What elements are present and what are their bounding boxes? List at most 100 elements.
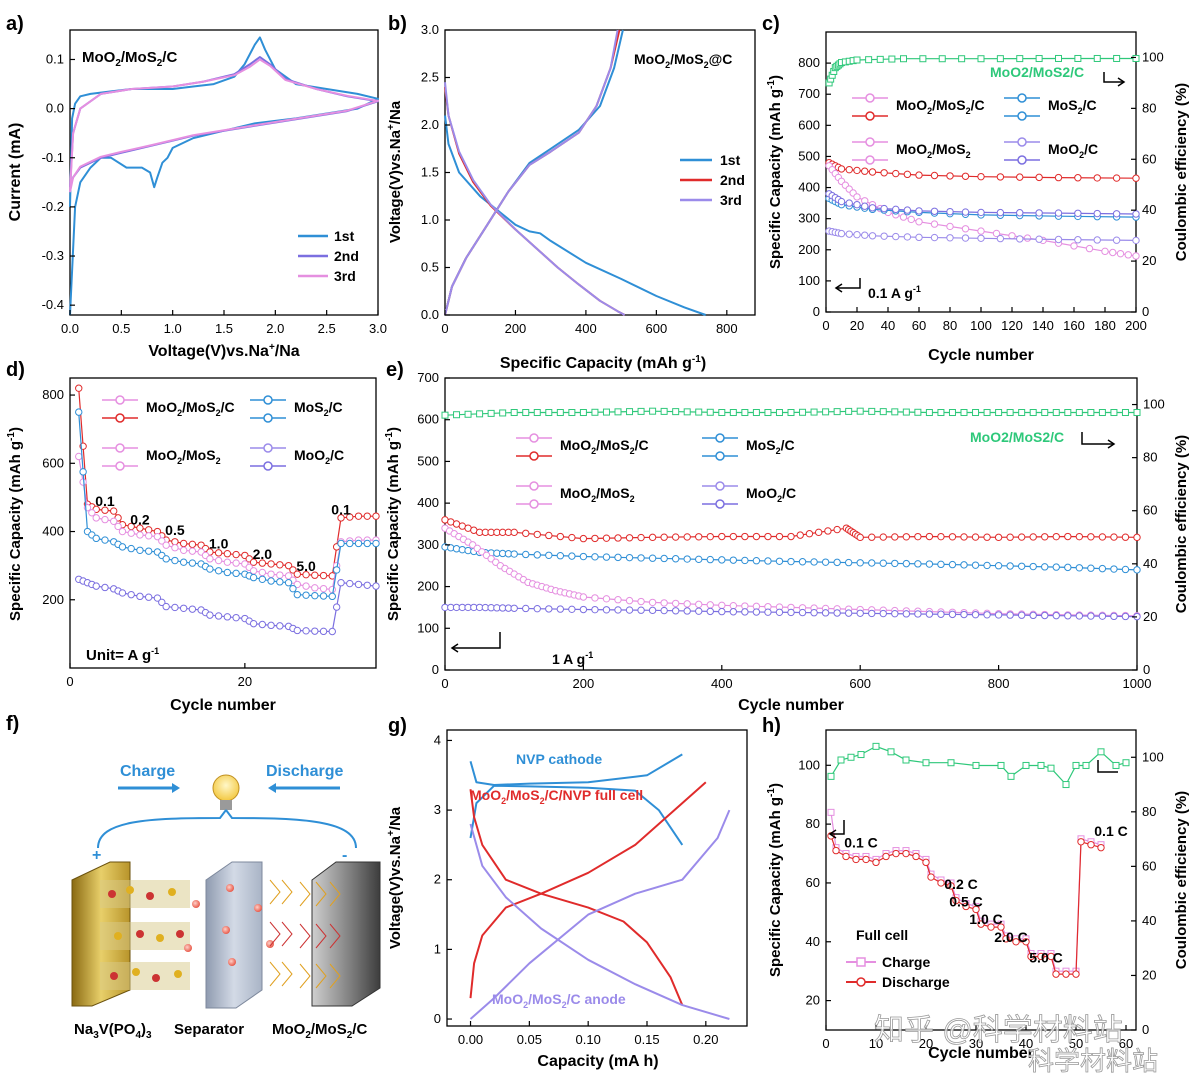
point-discharge xyxy=(937,879,945,887)
point-moo2-mos2-c xyxy=(960,533,968,541)
anode-slab xyxy=(311,861,381,1007)
point-moo2-c xyxy=(214,612,223,620)
point-moo2-mos2-c xyxy=(948,533,957,541)
point-moo2-mos2 xyxy=(625,596,634,605)
point-moo2-mos2 xyxy=(1023,234,1032,242)
y2-tick-label: 100 xyxy=(1142,49,1164,64)
x-tick-label: 0 xyxy=(822,318,829,333)
legend-marker xyxy=(263,395,273,405)
point-moo2-c xyxy=(522,604,530,613)
point-moo2-mos2 xyxy=(328,585,336,594)
point-moo2-mos2 xyxy=(907,215,915,224)
point-ce-moo2-mos2-c xyxy=(822,408,830,416)
panel-h-title: Full cell xyxy=(856,927,908,943)
point-mos2-c xyxy=(671,555,680,563)
legend-label: MoS2/C xyxy=(746,437,795,456)
point-mos2-c xyxy=(232,569,240,578)
point-moo2-mos2-c xyxy=(683,533,691,541)
panel-letter-a: a) xyxy=(6,13,24,35)
point-mos2-c xyxy=(579,552,588,561)
x-tick-label: 50 xyxy=(1069,1036,1083,1051)
y-tick-label: 200 xyxy=(42,592,64,607)
point-mos2-c xyxy=(136,546,144,554)
point-moo2-mos2-c xyxy=(101,506,109,514)
point-ce xyxy=(1062,781,1070,789)
x-tick-label: 800 xyxy=(988,676,1010,691)
point-moo2-c xyxy=(915,207,923,215)
point-ce xyxy=(1022,761,1030,769)
point-discharge xyxy=(832,846,840,855)
y-tick-label: 600 xyxy=(42,455,64,470)
point-moo2-c xyxy=(1098,612,1107,620)
y-tick-label: 400 xyxy=(42,524,64,539)
panel-d-unit-label: Unit= A g-1 xyxy=(86,646,159,664)
legend-marker xyxy=(1017,111,1027,121)
panel-c-y2label: Coulombic efficiency (%) xyxy=(1173,83,1190,261)
point-moo2-mos2 xyxy=(695,600,703,609)
legend-label: MoO2/MoS2/C xyxy=(146,399,235,418)
point-mos2-c xyxy=(1041,563,1049,571)
legend-marker xyxy=(715,433,725,443)
point-moo2-mos2 xyxy=(92,514,100,522)
point-discharge xyxy=(1012,938,1020,946)
panel-e-rate-arrowhead xyxy=(450,643,459,653)
panel-e-rate-arrow xyxy=(452,632,501,649)
panel-c-ylabel: Specific Capacity (mAh g-1) xyxy=(766,75,784,269)
y2-tick-label: 80 xyxy=(1142,100,1156,115)
point-moo2-c-charge xyxy=(868,232,877,240)
y-tick-label: 60 xyxy=(806,875,820,890)
point-moo2-c xyxy=(1093,209,1101,218)
point-moo2-mos2-c xyxy=(223,550,232,558)
point-mos2-c xyxy=(533,551,541,559)
point-moo2-mos2-c xyxy=(1121,533,1130,541)
point-moo2-mos2-c xyxy=(805,530,814,538)
legend-marker xyxy=(865,93,875,103)
panel-g-fullcell-label: MoO2/MoS2/C/NVP full cell xyxy=(470,787,643,806)
panel-h-legend: Charge Discharge xyxy=(846,954,950,990)
legend-label-2nd: 2nd xyxy=(334,248,359,264)
point-moo2-mos2-c xyxy=(1064,532,1072,541)
point-mos2-c xyxy=(293,590,302,599)
point-moo2-mos2-c xyxy=(302,570,310,579)
point-ce-moo2-mos2-c xyxy=(914,408,922,416)
point-mos2-c xyxy=(752,557,761,565)
point-moo2-c xyxy=(136,592,144,601)
point-mos2-c xyxy=(625,553,634,562)
y-tick-label: 1.0 xyxy=(421,212,439,227)
point-moo2-c-charge xyxy=(930,233,939,242)
x-tick-label: 20 xyxy=(850,318,864,333)
legend-marker xyxy=(1017,93,1027,103)
rate-label: 0.5 C xyxy=(949,893,982,909)
point-moo2-mos2-c xyxy=(637,533,645,542)
point-moo2-mos2-c xyxy=(1075,532,1084,541)
point-mos2-c xyxy=(568,552,576,560)
point-moo2-mos2 xyxy=(114,522,122,531)
panel-h-ylabel: Specific Capacity (mAh g-1) xyxy=(766,783,784,977)
point-moo2-mos2 xyxy=(1101,247,1109,256)
x-tick-label: 80 xyxy=(943,318,957,333)
panel-h-frame xyxy=(825,729,1137,1031)
point-ce xyxy=(887,748,895,756)
point-moo2-c xyxy=(925,610,934,618)
y2-tick-label: 20 xyxy=(1143,609,1157,624)
point-moo2-mos2-c xyxy=(752,532,761,541)
x-tick-label: 30 xyxy=(969,1036,983,1051)
lightbulb-icon xyxy=(212,774,240,802)
point-ce-moo2-mos2-c xyxy=(1029,409,1037,417)
point-moo2-c xyxy=(1017,611,1026,619)
point-ce-moo2-mos2-c xyxy=(902,408,910,416)
x-tick-label: 1.5 xyxy=(215,321,233,336)
point-moo2-mos2-c xyxy=(354,512,363,520)
legend-marker xyxy=(865,111,875,121)
rate-label: 0.1 C xyxy=(1094,823,1127,839)
point-ce-moo2-mos2-c xyxy=(1016,55,1024,63)
separator-slab xyxy=(205,861,263,1009)
x-tick-label: 0.10 xyxy=(576,1032,601,1047)
point-discharge xyxy=(1072,970,1080,978)
legend-marker xyxy=(115,461,125,471)
point-moo2-mos2-c xyxy=(977,172,985,181)
point-moo2-c xyxy=(579,605,588,614)
panel-letter-g: g) xyxy=(388,715,407,737)
y-tick-label: 40 xyxy=(806,934,820,949)
point-moo2-c xyxy=(223,613,232,621)
